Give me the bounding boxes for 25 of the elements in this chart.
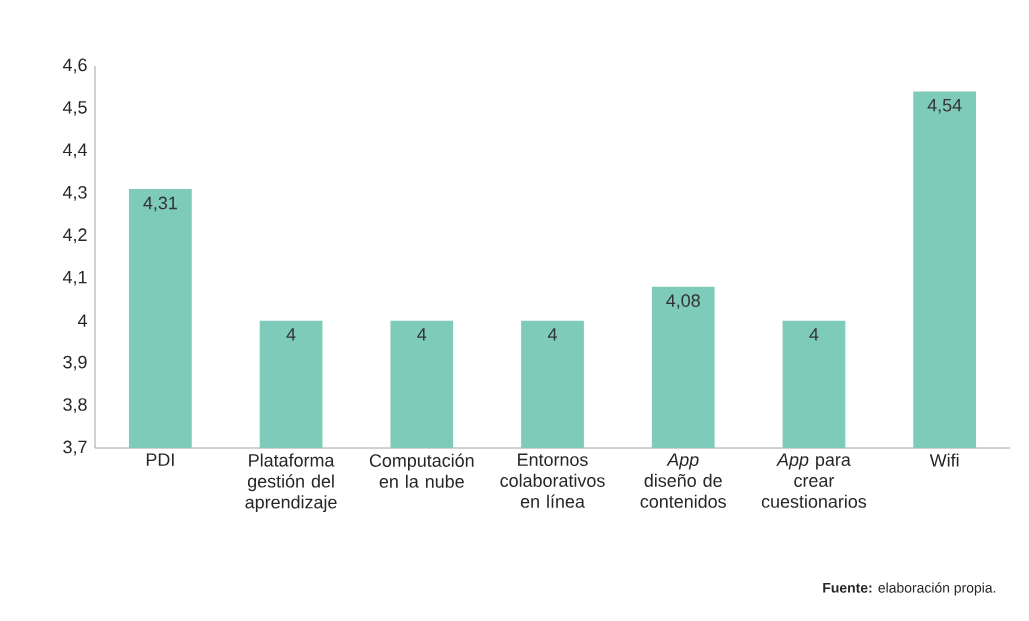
y-tick-label: 3,7 bbox=[63, 440, 87, 456]
x-tick-label: Computación en la nube bbox=[369, 453, 474, 488]
data-label: 4 bbox=[547, 328, 557, 341]
y-tick-label: 3,9 bbox=[63, 355, 87, 371]
y-tick-label: 4,3 bbox=[62, 185, 87, 201]
x-tick-label: Entornos colaborativos en línea bbox=[500, 453, 605, 508]
x-tick-label: App para crear cuestionarios bbox=[761, 453, 867, 508]
data-label: 4 bbox=[286, 328, 296, 341]
text: Fuente: elaboración propia. bbox=[823, 582, 996, 596]
x-tick-label: Wifi bbox=[929, 453, 959, 467]
y-tick-label: 4,5 bbox=[62, 101, 87, 116]
data-label: 4 bbox=[809, 328, 819, 341]
y-tick-label: 4 bbox=[77, 314, 87, 327]
y-tick-label: 4,6 bbox=[62, 58, 87, 74]
x-tick-label: Plataforma gestión del aprendizaje bbox=[245, 453, 337, 513]
data-label: 4,08 bbox=[666, 294, 700, 310]
data-label: 4 bbox=[417, 328, 427, 341]
x-tick-label: App diseño de contenidos bbox=[640, 453, 726, 508]
data-label: 4,31 bbox=[143, 196, 177, 212]
y-tick-label: 4,1 bbox=[62, 270, 87, 286]
x-tick-label: PDI bbox=[146, 453, 174, 466]
y-tick-label: 4,2 bbox=[62, 228, 87, 244]
y-tick-label: 3,8 bbox=[63, 398, 87, 413]
y-tick-label: 4,4 bbox=[62, 143, 87, 159]
data-label: 4,54 bbox=[927, 98, 962, 114]
